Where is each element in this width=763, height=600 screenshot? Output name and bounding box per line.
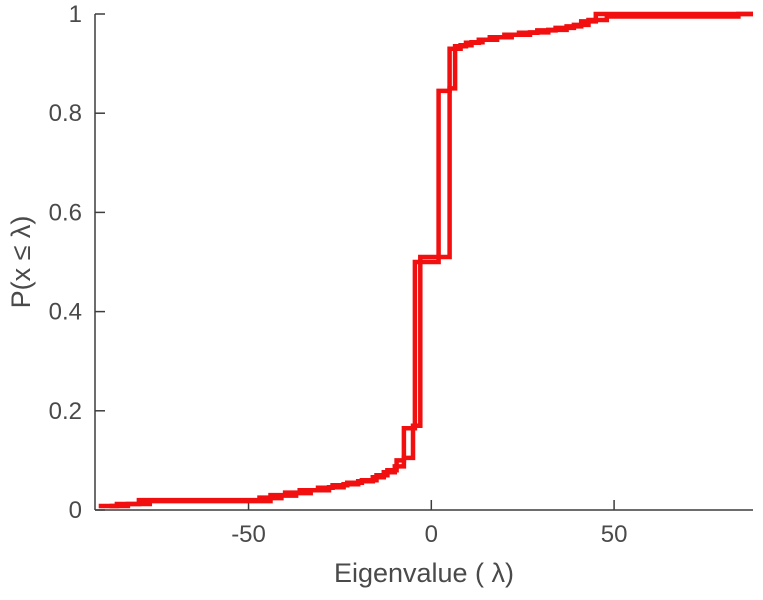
plot-area: -50 0 50 0 0.2 0.4 0.6 0.8 1: [49, 1, 753, 548]
y-tick-label: 1: [69, 1, 82, 28]
y-tick-label: 0.8: [49, 100, 82, 127]
y-tick-label: 0: [69, 497, 82, 524]
ecdf-curve-2: [109, 11, 753, 509]
x-tick-label: -50: [231, 521, 266, 548]
y-tick-label: 0.2: [49, 398, 82, 425]
y-axis-label: P(x ≤ λ): [6, 216, 36, 309]
y-tick-label: 0.4: [49, 299, 82, 326]
x-tick-label: 50: [601, 521, 628, 548]
x-axis-label: Eigenvalue ( λ): [334, 558, 514, 588]
y-tick-label: 0.6: [49, 199, 82, 226]
ecdf-curve-1: [98, 11, 753, 509]
x-tick-label: 0: [425, 521, 438, 548]
